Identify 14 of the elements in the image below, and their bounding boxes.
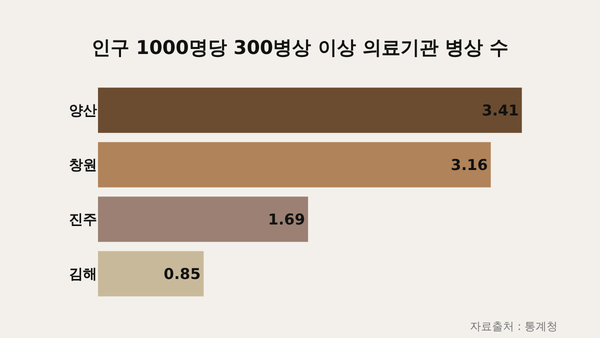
data-label: 1.69: [268, 210, 306, 228]
data-label: 3.16: [450, 156, 488, 174]
y-tick-label: 양산: [69, 103, 97, 120]
text: 자료출처 : 통계청: [470, 320, 558, 333]
data-label: 0.85: [164, 264, 201, 283]
bar: [98, 251, 204, 296]
y-tick-label: 진주: [69, 212, 97, 228]
bar: [98, 196, 308, 242]
y-tick-label: 창원: [69, 158, 97, 174]
bar: [98, 88, 522, 133]
y-tick-label: 김해: [69, 266, 97, 283]
bar: [98, 142, 491, 188]
data-label: 3.41: [482, 101, 519, 120]
chart-title: 인구 1000명당 300병상 이상 의료기관 병상 수: [91, 36, 509, 59]
